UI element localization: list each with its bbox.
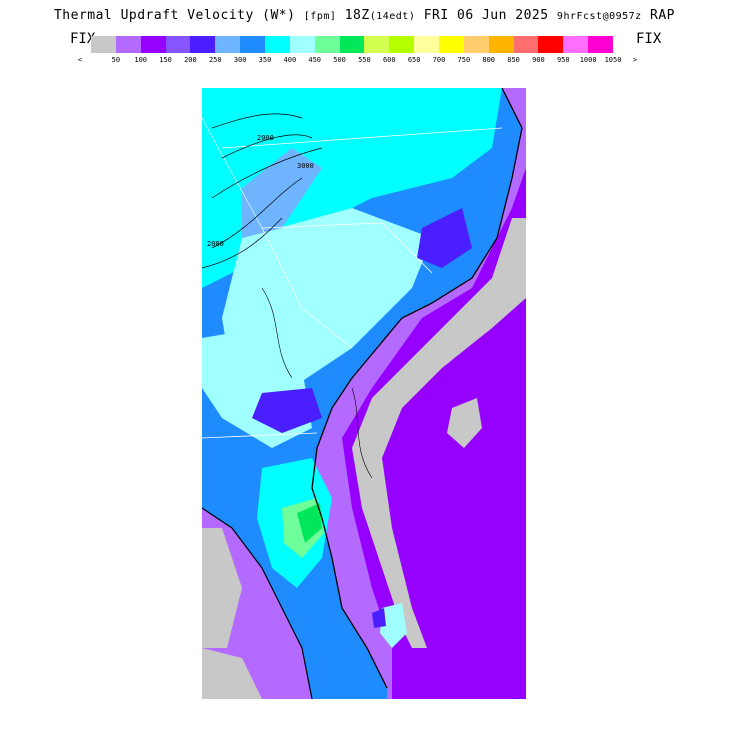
title-units: [fpm] (303, 11, 337, 22)
legend-swatch (439, 36, 464, 53)
contour-line (211, 147, 323, 199)
mountain-blue-region (242, 148, 322, 238)
legend-tick-label: 950 (556, 56, 570, 64)
contour-label: 3000 (297, 162, 314, 170)
contour-line (221, 134, 313, 159)
legend-tick-label: 150 (159, 56, 172, 64)
legend-swatch (513, 36, 539, 53)
legend-swatch (115, 36, 141, 53)
legend-tick-label: 550 (358, 56, 371, 64)
legend-tick-label: 900 (532, 56, 545, 64)
legend-tick-label: 850 (507, 56, 520, 64)
legend-tick-label: 300 (233, 56, 247, 64)
legend-swatch (588, 36, 614, 53)
legend-tick-label: 650 (407, 56, 421, 64)
legend-tick-label: 500 (333, 56, 346, 64)
legend-tick-label: > (632, 56, 638, 64)
state-border-nc-sc (261, 222, 433, 274)
legend-swatch (488, 36, 514, 53)
legend-swatch (91, 36, 116, 53)
contour-label: 2000 (207, 240, 224, 248)
title-fcst: 9hrFcst@0957z (556, 11, 642, 22)
state-border-ga-fl (202, 432, 318, 439)
legend-tick-label: 1000 (579, 56, 597, 64)
ocean-grey-patch (447, 398, 482, 448)
thermal-peak-green (297, 503, 322, 543)
title-time: 18Z (344, 8, 370, 23)
title-date: FRI 06 Jun 2025 (423, 8, 549, 23)
lake-okeechobee-area (372, 608, 386, 628)
legend-tick-label: 100 (134, 56, 148, 64)
coastal-dark-blue-region (417, 208, 472, 268)
contour-line (351, 387, 373, 479)
legend-tick-label: 800 (482, 56, 496, 64)
legend-tick-label: 350 (258, 56, 272, 64)
contour-line (211, 113, 303, 129)
gulf-grey-patch (202, 528, 242, 648)
legend-tick-label: 50 (111, 56, 121, 64)
gulf-coastline (202, 507, 313, 699)
state-border-va-nc (221, 127, 503, 149)
legend-swatch (190, 36, 216, 53)
legend-ticks: <50 100 150 200 250 300 350 400 450 500 550 600 650 7… (77, 56, 640, 66)
legend-tick-label: 1050 (604, 56, 622, 64)
title-main: Thermal Updraft Velocity (W*) (53, 8, 296, 23)
legend-swatch (339, 36, 365, 53)
legend-swatch (364, 36, 390, 53)
contour-line (261, 287, 293, 379)
contour-line (202, 217, 283, 269)
legend-tick-label: 400 (283, 56, 297, 64)
legend-tick-label: 750 (457, 56, 471, 64)
contour-label: 2000 (257, 134, 274, 142)
state-border-sc-ga (261, 227, 353, 349)
state-border-tn (202, 117, 263, 229)
legend-tick-label: < (77, 56, 83, 64)
legend-swatch (265, 36, 290, 53)
legend-swatch (414, 36, 440, 53)
legend-swatch (240, 36, 266, 53)
legend-tick-label: 200 (184, 56, 197, 64)
legend-swatch (215, 36, 241, 53)
legend-tick-label: 600 (382, 56, 396, 64)
forecast-map: 2000 3000 2000 (202, 88, 526, 699)
title-local: (14edt) (369, 11, 416, 22)
inland-dark-blue-region (252, 388, 322, 433)
legend-swatch (538, 36, 564, 53)
contour-line (211, 177, 303, 249)
legend-swatch (140, 36, 166, 53)
legend-swatch (165, 36, 191, 53)
legend-tick-label: 450 (308, 56, 322, 64)
title-model: RAP (650, 8, 676, 23)
gulf-grey-patch-2 (202, 648, 262, 699)
color-legend (91, 36, 614, 53)
coastal-grey-band (352, 218, 526, 648)
coastline (311, 88, 523, 689)
legend-swatch (463, 36, 489, 53)
legend-swatch (389, 36, 415, 53)
legend-swatch (314, 36, 340, 53)
legend-swatch (563, 36, 589, 53)
south-florida-lightcyan (380, 603, 407, 648)
legend-tick-label: 250 (208, 56, 222, 64)
legend-swatch (289, 36, 315, 53)
chart-title: Thermal Updraft Velocity (W*) [fpm] 18Z(… (0, 8, 729, 23)
legend-tick-label: 700 (432, 56, 446, 64)
legend-fix-right: FIX (636, 31, 662, 47)
legend-fix-left: FIX (70, 31, 96, 47)
